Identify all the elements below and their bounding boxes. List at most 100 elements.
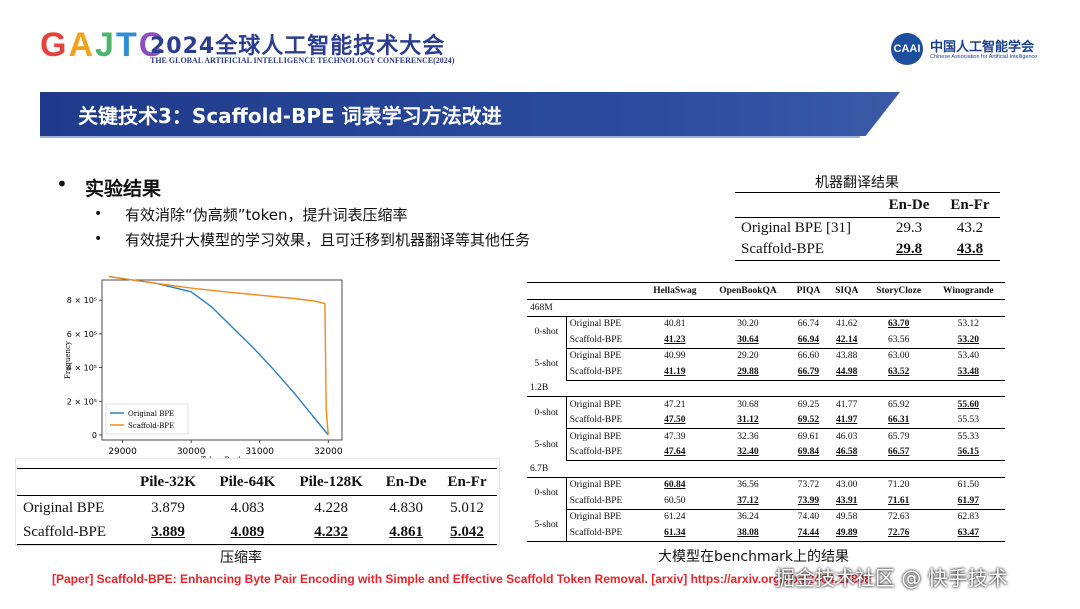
compression-cell: 5.012 — [450, 499, 484, 516]
benchmark-cell: 62.83 — [957, 512, 979, 523]
caai-english-name: Chinese Association for Artificial Intel… — [930, 54, 1038, 60]
benchmark-cell: 61.97 — [931, 493, 1005, 510]
shot-label: 5-shot — [527, 348, 567, 380]
benchmark-cell: 44.98 — [827, 364, 866, 381]
benchmark-cell: 69.25 — [797, 399, 820, 410]
benchmark-cell: 55.60 — [957, 399, 979, 410]
bullet-dot: • — [56, 172, 68, 196]
mt-cell: 29.8 — [895, 241, 923, 257]
benchmark-cell: 49.58 — [836, 512, 858, 523]
benchmark-model-name: Original BPE — [569, 431, 622, 442]
x-tick-label: 30000 — [177, 447, 206, 457]
compression-cell: 4.228 — [314, 499, 348, 516]
mt-cell: 29.3 — [895, 220, 923, 236]
shot-label: 0-shot — [527, 316, 567, 348]
compression-model-name: Scaffold-BPE — [23, 523, 107, 540]
mt-row: Original BPE [31] 29.3 43.2 — [735, 218, 1000, 240]
benchmark-row: Scaffold-BPE 61.34 38.08 74.44 49.89 72.76 63.… — [527, 525, 1005, 542]
benchmark-cell: 43.00 — [836, 480, 858, 491]
benchmark-cell: 53.40 — [957, 351, 979, 362]
benchmark-row: 0-shot Original BPE 40.81 30.20 66.74 41.62 63… — [527, 316, 1005, 348]
benchmark-cell: 29.20 — [737, 351, 759, 362]
x-tick-label: 29000 — [108, 447, 137, 457]
compression-cell: 3.879 — [151, 499, 185, 516]
frequency-chart: 29000 30000 31000 32000 0 2 × 10⁵ 4 × 10⁵ 6 × 1… — [64, 275, 343, 460]
mt-model-name: Scaffold-BPE — [741, 241, 825, 257]
compression-header: Pile-32K — [128, 468, 208, 496]
benchmark-row: Scaffold-BPE 60.50 37.12 73.99 43.91 71.61 61.… — [527, 493, 1005, 510]
benchmark-header: Winogrande — [931, 282, 1005, 300]
mt-model-name: Original BPE [31] — [741, 220, 851, 236]
compression-cell: 4.861 — [389, 523, 424, 540]
compression-cell: 4.083 — [230, 499, 265, 516]
caai-name: 中国人工智能学会 — [930, 40, 1035, 55]
mt-header: En-Fr — [939, 192, 1000, 218]
benchmark-cell: 53.48 — [931, 364, 1005, 381]
series-line — [108, 275, 329, 436]
benchmark-cell: 55.53 — [931, 412, 1005, 429]
legend-box — [105, 403, 189, 435]
sub-bullet-1: 有效消除“伪高频”token，提升词表压缩率 — [125, 206, 408, 224]
benchmark-cell: 63.56 — [865, 332, 932, 349]
benchmark-cell: 65.79 — [887, 431, 910, 442]
compression-caption: 压缩率 — [220, 550, 262, 566]
compression-header — [17, 468, 129, 496]
compression-cell: 3.889 — [151, 523, 185, 540]
mt-table: En-De En-Fr Original BPE [31] 29.3 43.2 Sca… — [735, 192, 1000, 261]
benchmark-table: HellaSwag OpenBookQA PIQA SIQA StoryCloze Win… — [527, 282, 1005, 542]
benchmark-header: SIQA — [827, 282, 866, 300]
mt-header — [735, 192, 879, 218]
conference-subtitle: THE GLOBAL ARTIFICIAL INTELLIGENCE TECHN… — [150, 56, 455, 65]
legend-label: Original BPE — [128, 410, 174, 418]
benchmark-cell: 66.94 — [789, 332, 828, 349]
mt-header-row: En-De En-Fr — [735, 192, 1000, 218]
benchmark-cell: 46.03 — [836, 431, 858, 442]
benchmark-cell: 63.47 — [931, 525, 1005, 542]
shot-label: 0-shot — [527, 396, 567, 429]
benchmark-cell: 61.34 — [642, 525, 707, 542]
model-size-label: 468M — [527, 299, 1005, 317]
benchmark-header-row: HellaSwag OpenBookQA PIQA SIQA StoryCloze Win… — [527, 282, 1005, 300]
y-axis-label: Frequency — [64, 341, 72, 379]
model-size-label: 1.2B — [527, 380, 1005, 397]
benchmark-header: HellaSwag — [642, 282, 707, 300]
benchmark-cell: 29.88 — [706, 364, 790, 381]
benchmark-cell: 32.36 — [737, 431, 759, 442]
y-tick-label: 4 × 10⁵ — [67, 364, 97, 373]
shot-label: 5-shot — [527, 428, 567, 461]
compression-row: Scaffold-BPE 3.889 4.089 4.232 4.861 5.042 — [17, 520, 497, 545]
benchmark-cell: 30.20 — [737, 319, 759, 330]
benchmark-row: Scaffold-BPE 41.23 30.64 66.94 42.14 63.56 53.… — [527, 332, 1005, 349]
model-size-row: 468M — [527, 299, 1005, 317]
compression-cell: 4.232 — [314, 523, 348, 540]
benchmark-header — [527, 282, 567, 300]
logo-letter: J — [95, 26, 116, 64]
section-banner — [40, 92, 900, 136]
benchmark-cell: 55.33 — [957, 431, 979, 442]
benchmark-cell: 74.44 — [789, 525, 828, 542]
benchmark-cell: 30.64 — [706, 332, 790, 349]
benchmark-cell: 36.56 — [737, 480, 759, 491]
compression-cell: 4.830 — [389, 499, 424, 516]
benchmark-row: Scaffold-BPE 47.50 31.12 69.52 41.97 66.31 55.… — [527, 412, 1005, 429]
shot-label: 5-shot — [527, 509, 567, 541]
benchmark-cell: 47.39 — [664, 431, 686, 442]
benchmark-cell: 32.40 — [706, 444, 790, 461]
mt-cell: 43.2 — [956, 220, 984, 236]
benchmark-model-name: Original BPE — [569, 351, 622, 362]
benchmark-cell: 41.23 — [642, 332, 707, 349]
benchmark-cell: 65.92 — [887, 399, 910, 410]
benchmark-cell: 69.61 — [797, 431, 820, 442]
sub-bullet-2: 有效提升大模型的学习效果，且可迁移到机器翻译等其他任务 — [125, 231, 531, 249]
benchmark-cell: 41.97 — [827, 412, 866, 429]
benchmark-cell: 30.68 — [737, 399, 759, 410]
shot-label: 0-shot — [527, 477, 567, 509]
benchmark-header — [566, 282, 643, 300]
logo-letter: C — [138, 26, 166, 64]
benchmark-cell: 53.12 — [957, 319, 979, 330]
benchmark-cell: 71.20 — [887, 480, 910, 491]
compression-cell: 4.089 — [230, 523, 265, 540]
benchmark-cell: 63.00 — [887, 351, 910, 362]
benchmark-cell: 49.89 — [827, 525, 866, 542]
benchmark-header: OpenBookQA — [706, 282, 790, 300]
